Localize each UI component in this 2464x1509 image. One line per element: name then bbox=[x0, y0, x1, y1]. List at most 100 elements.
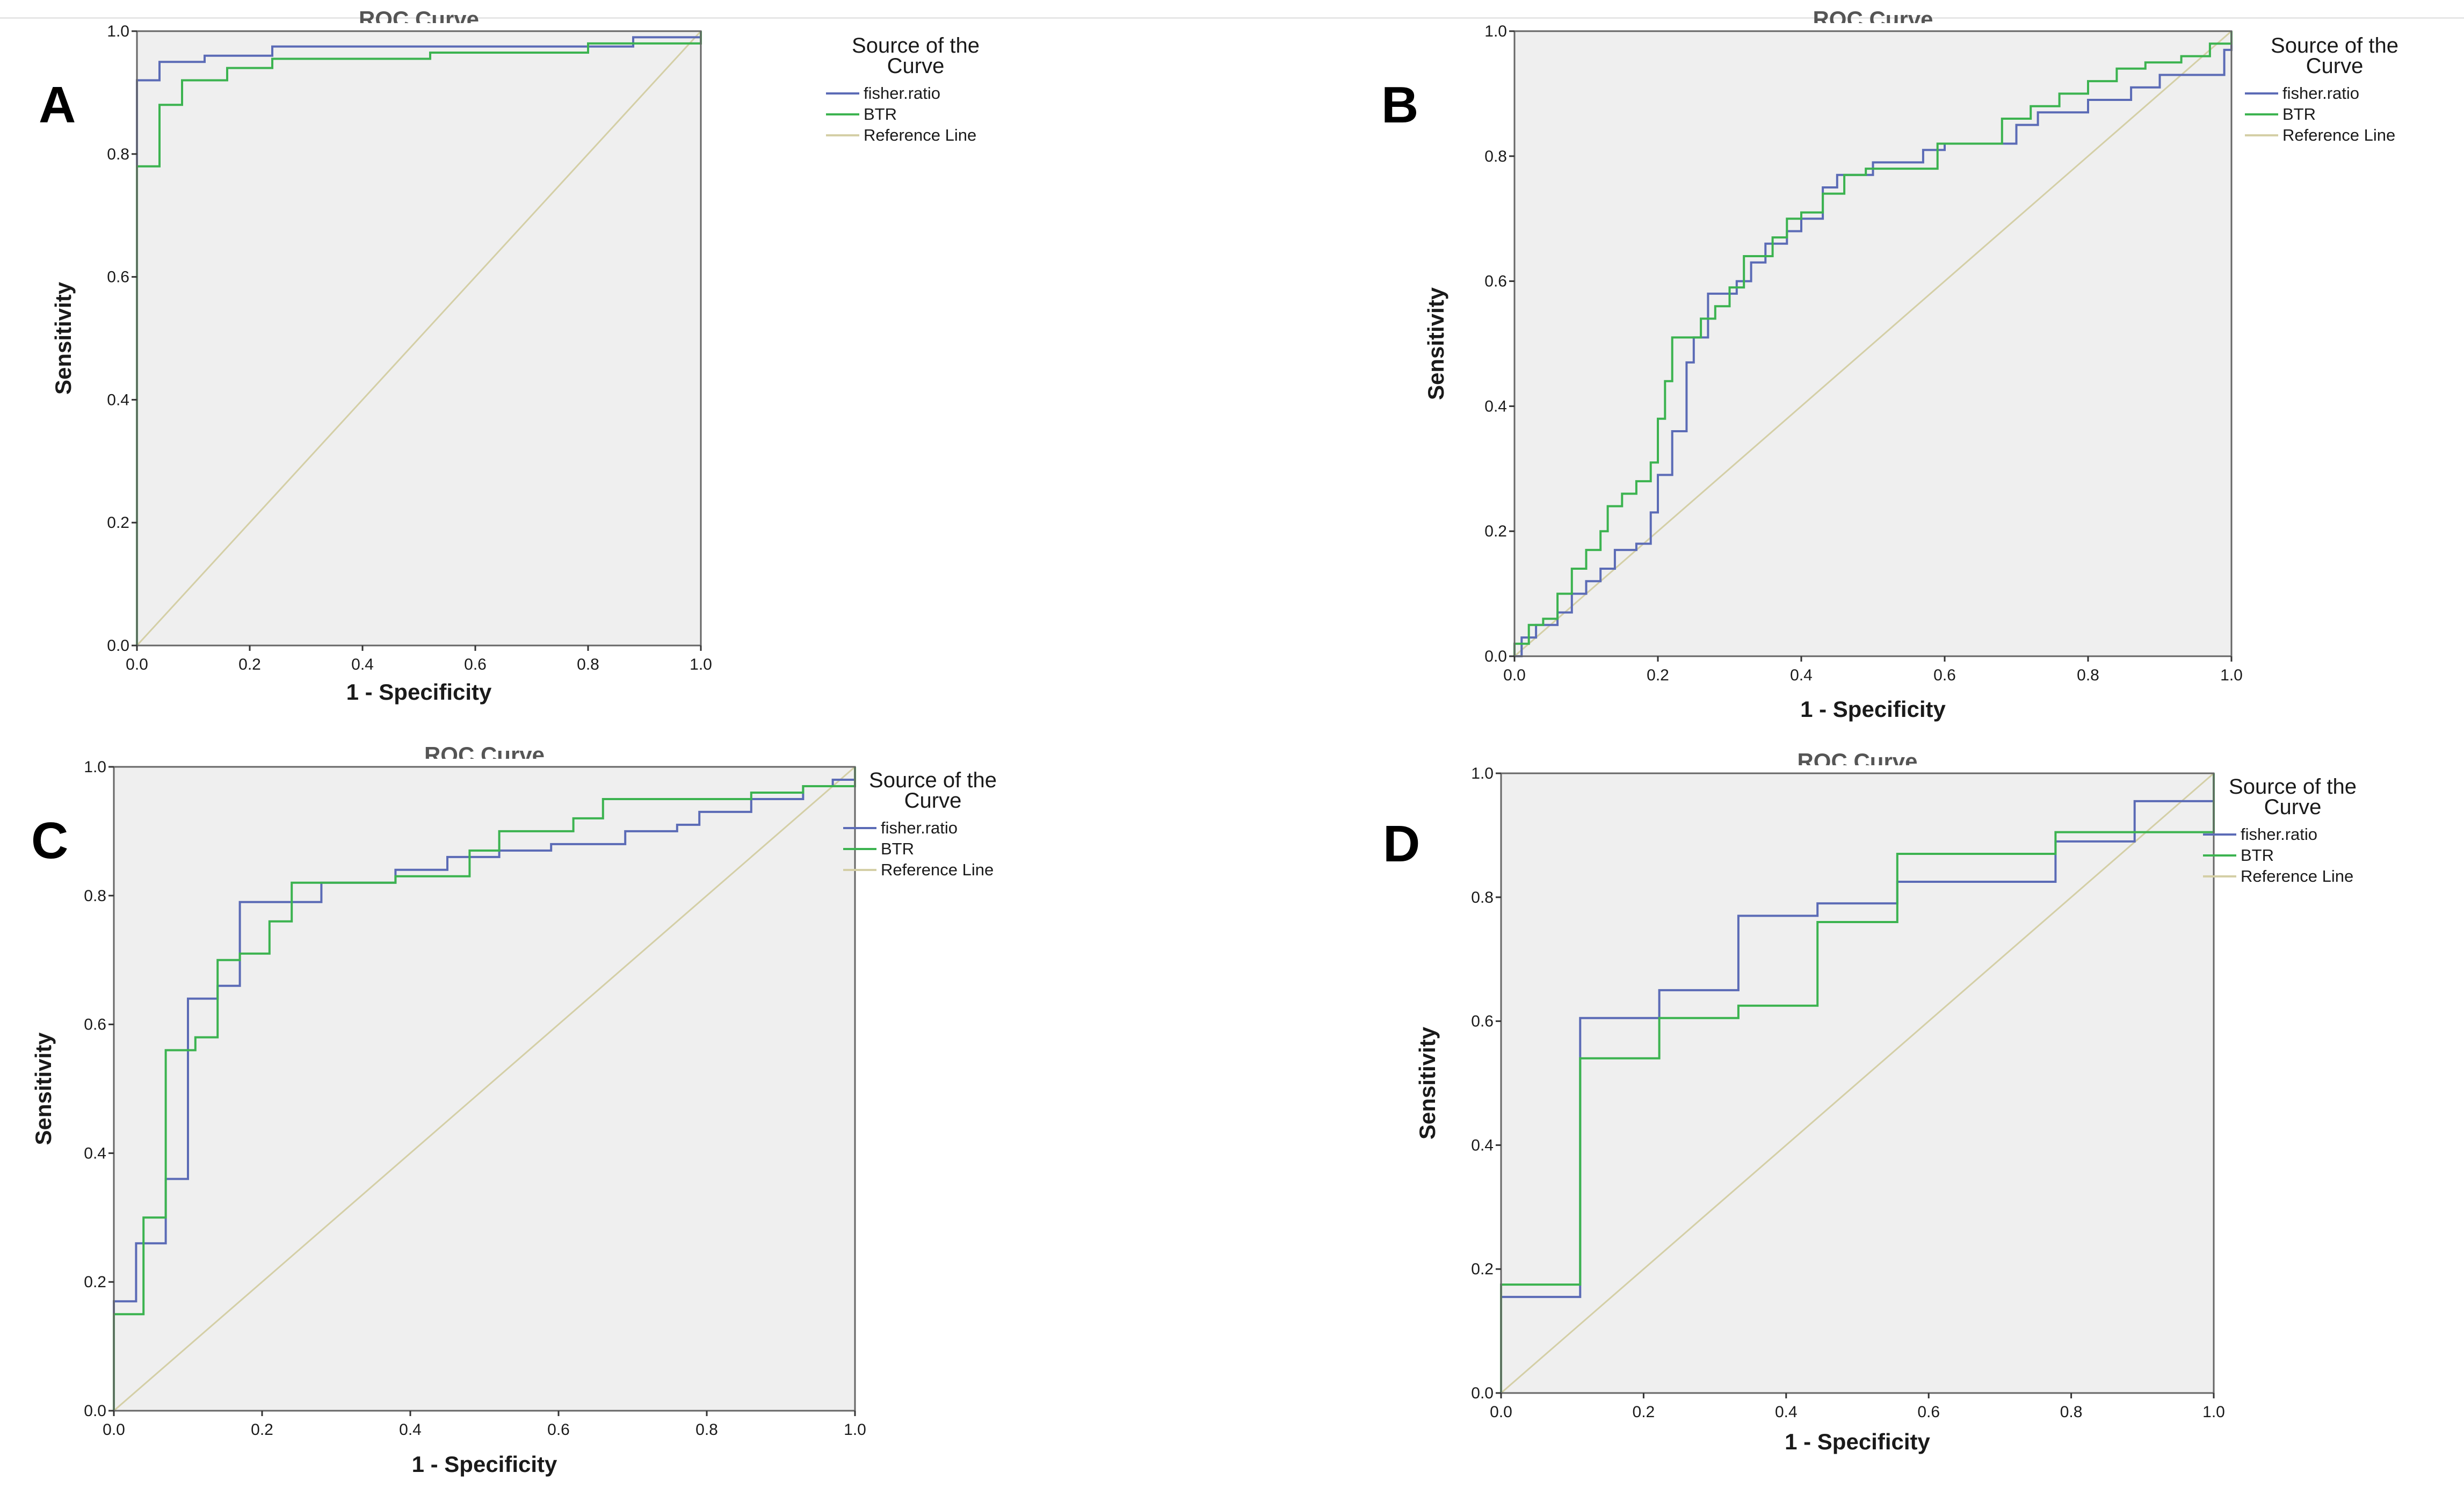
panel-c-x-tick-label: 0.6 bbox=[547, 1421, 570, 1439]
panel-d-series-btr bbox=[1500, 773, 2215, 1393]
panel-b-y-tick-label: 0.8 bbox=[1484, 148, 1507, 165]
panel-b-x-axis-title: 1 - Specificity bbox=[1800, 697, 1946, 722]
panel-c-legend-label: fisher.ratio bbox=[881, 818, 958, 837]
panel-d-y-tick-label: 0.0 bbox=[1471, 1384, 1494, 1402]
panel-a: ROC Curve 0.0 0.2 0.4 0.6 0.8 1.0 0.0 0.2 0.4 0.6 0… bbox=[39, 6, 980, 705]
panel-a-x-axis-title: 1 - Specificity bbox=[346, 679, 492, 705]
panel-b-y-tick-label: 0.0 bbox=[1484, 648, 1507, 665]
panel-d-y-tick-label: 0.2 bbox=[1471, 1260, 1494, 1278]
panel-a-y-tick-label: 1.0 bbox=[107, 23, 129, 40]
panel-a-legend-label: Reference Line bbox=[864, 126, 976, 144]
panel-c-y-axis-title: Sensitivity bbox=[31, 1032, 56, 1145]
panel-d-y-tick-label: 0.8 bbox=[1471, 889, 1494, 906]
panel-d-y-tick-label: 1.0 bbox=[1471, 765, 1494, 782]
panel-a-x-tick-label: 0.0 bbox=[126, 656, 148, 673]
panel-a-legend-label: fisher.ratio bbox=[864, 84, 940, 103]
panel-d-title: ROC Curve bbox=[1797, 749, 1917, 774]
panel-a-series-btr bbox=[136, 31, 702, 645]
panel-d-legend-title: Source of the bbox=[2229, 775, 2357, 799]
panel-c-x-tick-label: 0.0 bbox=[103, 1421, 125, 1439]
panel-b-legend-label: fisher.ratio bbox=[2282, 84, 2359, 103]
panel-c-y-tick-label: 1.0 bbox=[84, 758, 106, 776]
panel-a-x-tick-label: 0.4 bbox=[351, 656, 374, 673]
panel-b-letter: B bbox=[1381, 76, 1418, 134]
panel-a-title: ROC Curve bbox=[359, 6, 479, 32]
panel-d-plot-frame bbox=[1500, 772, 2215, 1394]
panel-d-x-tick-label: 0.0 bbox=[1490, 1403, 1512, 1421]
panel-c-y-tick-label: 0.2 bbox=[84, 1273, 106, 1291]
panel-d-legend-label: BTR bbox=[2241, 846, 2274, 865]
panel-b-title: ROC Curve bbox=[1813, 6, 1933, 32]
panel-d-legend-label: Reference Line bbox=[2241, 867, 2353, 886]
panel-a-x-tick-label: 0.2 bbox=[238, 656, 261, 673]
panel-d-x-tick-label: 0.2 bbox=[1633, 1403, 1655, 1421]
panel-c-y-tick-label: 0.8 bbox=[84, 887, 106, 905]
panel-a-y-tick-label: 0.8 bbox=[107, 146, 129, 163]
panel-c-legend-label: Reference Line bbox=[881, 860, 994, 879]
panel-c-letter: C bbox=[31, 812, 68, 869]
panel-c-title: ROC Curve bbox=[424, 742, 545, 767]
panel-b-x-tick-label: 0.4 bbox=[1790, 666, 1813, 684]
panel-d-x-tick-label: 0.8 bbox=[2060, 1403, 2083, 1421]
panel-a-reference-line bbox=[136, 30, 702, 647]
panel-c-legend-label: BTR bbox=[881, 839, 914, 858]
panel-c-y-tick-label: 0.0 bbox=[84, 1402, 106, 1420]
panel-a-series-fisher-ratio bbox=[136, 31, 702, 645]
panel-c-y-tick-label: 0.4 bbox=[84, 1144, 106, 1162]
panel-d-x-tick-label: 0.4 bbox=[1775, 1403, 1798, 1421]
panel-c-x-tick-label: 0.8 bbox=[695, 1421, 718, 1439]
panel-b-y-tick-label: 0.6 bbox=[1484, 273, 1507, 291]
panel-a-x-tick-label: 0.8 bbox=[577, 656, 599, 673]
panel-a-legend-label: BTR bbox=[864, 105, 897, 124]
panel-b-x-tick-label: 0.0 bbox=[1503, 666, 1526, 684]
panel-a-y-tick-label: 0.6 bbox=[107, 269, 129, 286]
panel-b-legend-title: Curve bbox=[2306, 54, 2364, 78]
panel-b-plot-frame bbox=[1513, 30, 2233, 657]
panel-a-y-tick-label: 0.4 bbox=[107, 391, 129, 409]
panel-c-series-fisher-ratio bbox=[113, 767, 856, 1411]
panel-c-reference-line bbox=[113, 766, 856, 1412]
panel-b-x-tick-label: 1.0 bbox=[2220, 666, 2243, 684]
panel-c-x-tick-label: 0.2 bbox=[251, 1421, 273, 1439]
panel-a-x-tick-label: 0.6 bbox=[464, 656, 487, 673]
panel-a-y-tick-label: 0.2 bbox=[107, 514, 129, 532]
panel-c-x-tick-label: 1.0 bbox=[844, 1421, 866, 1439]
panel-c-plot-frame bbox=[113, 766, 856, 1412]
panel-a-letter: A bbox=[39, 76, 76, 134]
panel-d: ROC Curve 0.0 0.2 0.4 0.6 0.8 1.0 0.0 0.2 0.4 0.6 0… bbox=[1383, 749, 2357, 1454]
panel-c-x-axis-title: 1 - Specificity bbox=[412, 1452, 557, 1477]
panel-c-x-tick-label: 0.4 bbox=[399, 1421, 422, 1439]
panel-a-legend-title: Curve bbox=[887, 54, 945, 78]
panel-d-reference-line bbox=[1501, 772, 2214, 1394]
panel-b-x-tick-label: 0.6 bbox=[1933, 666, 1956, 684]
panel-d-y-tick-label: 0.6 bbox=[1471, 1013, 1494, 1031]
panel-b-y-tick-label: 0.4 bbox=[1484, 397, 1507, 415]
panel-a-legend-title: Source of the bbox=[852, 34, 980, 57]
panel-c-series-btr bbox=[113, 767, 856, 1411]
panel-b: ROC Curve 0.0 0.2 0.4 0.6 0.8 1.0 0.0 0.2 0.4 0.6 0… bbox=[1381, 6, 2398, 722]
panel-c-legend-title: Curve bbox=[904, 789, 962, 812]
panel-d-letter: D bbox=[1383, 815, 1420, 873]
panel-d-x-tick-label: 1.0 bbox=[2202, 1403, 2225, 1421]
panel-b-legend-title: Source of the bbox=[2271, 34, 2398, 57]
panel-d-x-axis-title: 1 - Specificity bbox=[1785, 1429, 1930, 1454]
panel-a-y-axis-title: Sensitivity bbox=[50, 281, 76, 395]
panel-b-reference-line bbox=[1514, 30, 2232, 657]
panel-b-y-tick-label: 1.0 bbox=[1484, 23, 1507, 40]
panel-d-y-axis-title: Sensitivity bbox=[1415, 1026, 1440, 1140]
panel-a-x-tick-label: 1.0 bbox=[690, 656, 712, 673]
panel-d-y-tick-label: 0.4 bbox=[1471, 1136, 1494, 1154]
panel-b-y-axis-title: Sensitivity bbox=[1423, 287, 1448, 400]
top-divider bbox=[0, 17, 2464, 19]
panel-a-plot-frame bbox=[136, 30, 702, 647]
panel-b-legend-label: BTR bbox=[2282, 105, 2316, 124]
panel-b-y-tick-label: 0.2 bbox=[1484, 523, 1507, 540]
panel-c-y-tick-label: 0.6 bbox=[84, 1016, 106, 1034]
panel-b-series-btr bbox=[1513, 31, 2233, 656]
panel-a-y-tick-label: 0.0 bbox=[107, 637, 129, 655]
